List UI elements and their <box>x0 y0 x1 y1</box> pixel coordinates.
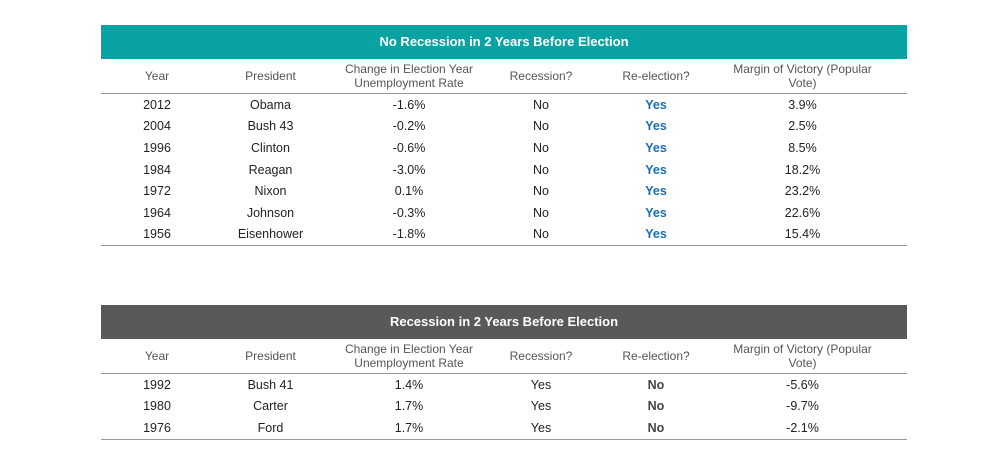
year-cell: 1996 <box>143 140 171 155</box>
table-row: 1956 Eisenhower -1.8% No Yes 15.4% <box>101 224 907 247</box>
table-row: 2004 Bush 43 -0.2% No Yes 2.5% <box>101 116 907 138</box>
reelection-cell: Yes <box>645 140 667 155</box>
reelection-cell: No <box>647 399 665 414</box>
reelection-cell: Yes <box>645 119 667 134</box>
margin-cell: 2.5% <box>788 119 817 134</box>
year-cell: 2012 <box>143 97 171 112</box>
column-header-unemployment-change: Change in Election Year Unemployment Rat… <box>344 62 474 90</box>
year-cell: 1976 <box>143 420 171 435</box>
column-header-reelection: Re-election? <box>622 349 690 363</box>
president-cell: Bush 43 <box>247 119 294 134</box>
column-header-year: Year <box>144 349 170 363</box>
table-title: Recession in 2 Years Before Election <box>101 305 907 339</box>
unemployment-change-cell: -1.6% <box>392 97 426 112</box>
president-cell: Johnson <box>246 205 295 220</box>
column-header-margin: Margin of Victory (Popular Vote) <box>733 62 872 90</box>
unemployment-change-cell: -0.6% <box>392 140 426 155</box>
year-cell: 1964 <box>143 205 171 220</box>
president-cell: Nixon <box>254 184 287 199</box>
president-cell: Bush 41 <box>247 377 294 392</box>
unemployment-change-cell: -0.3% <box>392 205 426 220</box>
reelection-cell: Yes <box>645 205 667 220</box>
recession-cell: No <box>533 227 549 242</box>
table-body: 1992 Bush 41 1.4% Yes No -5.6% 1980 Carter 1.7% Y… <box>101 374 907 440</box>
president-cell: Obama <box>250 97 291 112</box>
unemployment-change-cell: 1.7% <box>394 420 424 435</box>
reelection-cell: Yes <box>645 184 667 199</box>
table-title: No Recession in 2 Years Before Election <box>101 25 907 59</box>
president-cell: Ford <box>257 420 284 435</box>
margin-cell: -9.7% <box>786 399 819 414</box>
recession-cell: No <box>533 184 549 199</box>
president-cell: Clinton <box>251 140 290 155</box>
column-header-reelection: Re-election? <box>622 69 690 83</box>
margin-cell: 18.2% <box>784 162 821 177</box>
table-row: 2012 Obama -1.6% No Yes 3.9% <box>101 94 907 116</box>
year-cell: 1992 <box>143 377 171 392</box>
unemployment-change-cell: -0.2% <box>392 119 426 134</box>
president-cell: Reagan <box>248 162 293 177</box>
reelection-cell: Yes <box>645 227 667 242</box>
table-row: 1996 Clinton -0.6% No Yes 8.5% <box>101 137 907 159</box>
margin-cell: 22.6% <box>784 205 821 220</box>
column-header-margin: Margin of Victory (Popular Vote) <box>733 342 872 370</box>
recession-cell: No <box>533 140 549 155</box>
recession-cell: No <box>533 205 549 220</box>
recession-cell: Yes <box>530 377 552 392</box>
recession-cell: No <box>533 97 549 112</box>
unemployment-change-cell: -1.8% <box>392 227 426 242</box>
table-body: 2012 Obama -1.6% No Yes 3.9% 2004 Bush 43 -0.2% N… <box>101 94 907 247</box>
unemployment-change-cell: 1.4% <box>394 377 424 392</box>
column-header-recession: Recession? <box>509 349 573 363</box>
margin-cell: 23.2% <box>784 184 821 199</box>
column-header-president: President <box>245 349 296 363</box>
margin-cell: 8.5% <box>788 140 817 155</box>
unemployment-change-cell: 0.1% <box>394 184 424 199</box>
recession-cell: No <box>533 162 549 177</box>
reelection-cell: Yes <box>645 97 667 112</box>
table-row: 1976 Ford 1.7% Yes No -2.1% <box>101 417 907 440</box>
margin-cell: -5.6% <box>786 377 819 392</box>
header-row: Year President Change in Election Year U… <box>101 59 907 94</box>
year-cell: 2004 <box>143 119 171 134</box>
column-header-year: Year <box>144 69 170 83</box>
margin-cell: -2.1% <box>786 420 819 435</box>
recession-cell: No <box>533 119 549 134</box>
reelection-cell: Yes <box>645 162 667 177</box>
table-row: 1980 Carter 1.7% Yes No -9.7% <box>101 396 907 418</box>
header-row: Year President Change in Election Year U… <box>101 339 907 374</box>
year-cell: 1984 <box>143 162 171 177</box>
table-row: 1992 Bush 41 1.4% Yes No -5.6% <box>101 374 907 396</box>
recession-table: Recession in 2 Years Before Election Yea… <box>101 305 907 440</box>
unemployment-change-cell: 1.7% <box>394 399 424 414</box>
year-cell: 1972 <box>143 184 171 199</box>
column-header-recession: Recession? <box>509 69 573 83</box>
president-cell: Carter <box>253 399 288 414</box>
year-cell: 1956 <box>143 227 171 242</box>
reelection-cell: No <box>647 420 665 435</box>
recession-cell: Yes <box>530 420 552 435</box>
recession-cell: Yes <box>530 399 552 414</box>
margin-cell: 3.9% <box>788 97 817 112</box>
no-recession-table: No Recession in 2 Years Before Election … <box>101 25 907 247</box>
year-cell: 1980 <box>143 399 171 414</box>
unemployment-change-cell: -3.0% <box>392 162 426 177</box>
president-cell: Eisenhower <box>237 227 304 242</box>
column-header-unemployment-change: Change in Election Year Unemployment Rat… <box>344 342 474 370</box>
table-row: 1964 Johnson -0.3% No Yes 22.6% <box>101 202 907 224</box>
table-row: 1972 Nixon 0.1% No Yes 23.2% <box>101 180 907 202</box>
reelection-cell: No <box>647 377 665 392</box>
table-row: 1984 Reagan -3.0% No Yes 18.2% <box>101 159 907 181</box>
margin-cell: 15.4% <box>784 227 821 242</box>
column-header-president: President <box>245 69 296 83</box>
